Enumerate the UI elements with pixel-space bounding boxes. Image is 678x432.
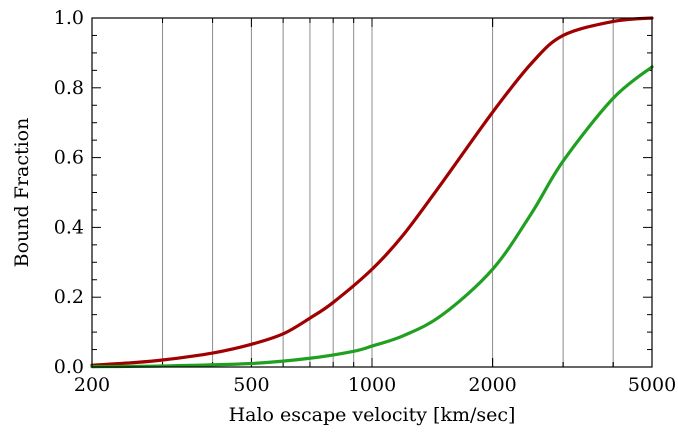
series-line-1 xyxy=(90,16,654,367)
y-axis-title: Bound Fraction xyxy=(11,118,33,268)
x-tick-label: 5000 xyxy=(628,374,676,396)
y-tick-label: 0.2 xyxy=(54,286,84,308)
x-axis-title: Halo escape velocity [km/sec] xyxy=(229,404,516,426)
y-tick-label: 0.4 xyxy=(54,216,84,238)
plot-frame xyxy=(91,17,653,368)
y-tick-labels: 0.0 0.2 0.4 0.6 0.8 1.0 xyxy=(54,7,84,378)
gridlines xyxy=(162,18,614,367)
x-tick-labels: 200 500 1000 2000 5000 xyxy=(74,374,676,396)
x-tick-label: 500 xyxy=(233,374,269,396)
x-tick-label: 1000 xyxy=(348,374,396,396)
series-line-2 xyxy=(90,65,654,369)
y-tick-label: 0.6 xyxy=(54,147,84,169)
x-tick-label: 2000 xyxy=(468,374,516,396)
y-tick-label: 0.0 xyxy=(54,356,84,378)
y-tick-label: 1.0 xyxy=(54,7,84,29)
data-series xyxy=(90,16,654,369)
x-tick-label: 200 xyxy=(74,374,110,396)
y-tick-label: 0.8 xyxy=(54,77,84,99)
